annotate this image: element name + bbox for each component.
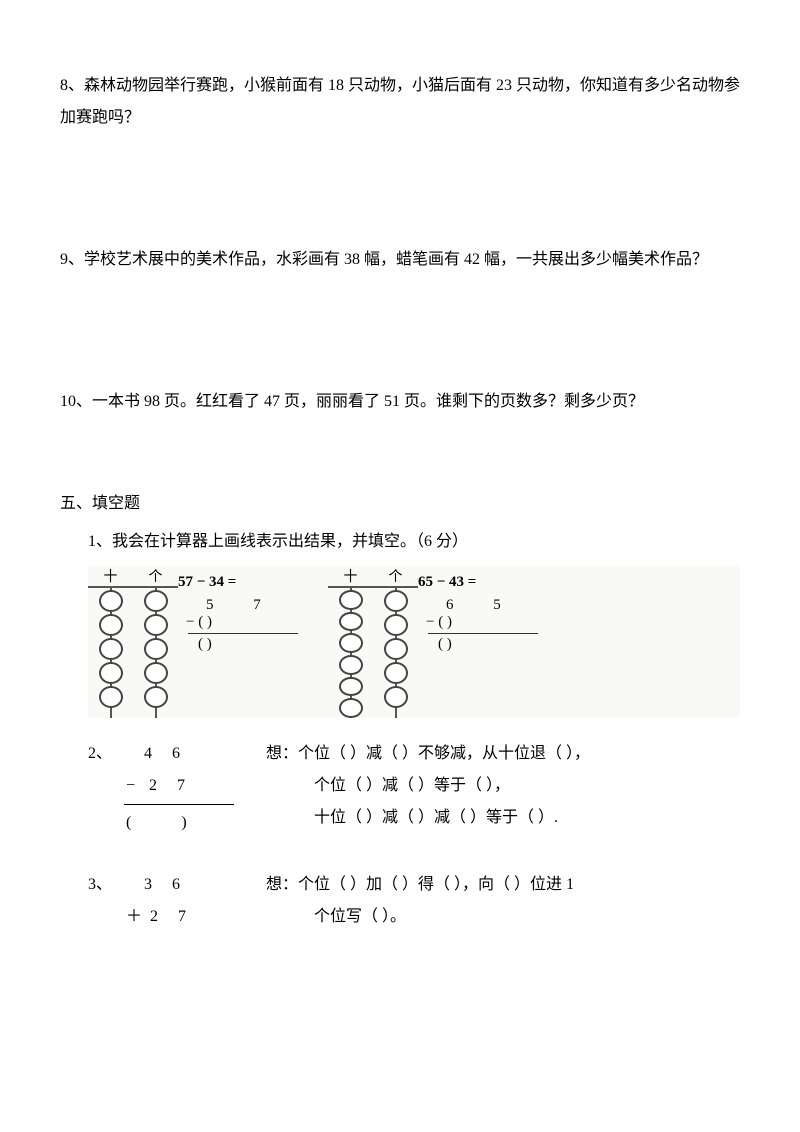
q3-think: 想：个位（ ）加（ ）得（ ），向（ ）位进 1 个位写（ ）。 <box>266 869 740 933</box>
abacus-right-tens-col <box>328 588 373 718</box>
abacus-left-cols <box>88 588 178 718</box>
colsub-left: 57 − 34 = 5 7 − ( ) ( ) <box>178 574 298 653</box>
abacus-right-block: 十 个 65 − 43 = 6 5 − ( ) ( ) <box>328 566 538 718</box>
worksheet-page: 8、森林动物园举行赛跑，小猴前面有 18 只动物，小猫后面有 23 只动物，你知… <box>0 0 800 973</box>
bead <box>144 638 168 660</box>
bead <box>144 614 168 636</box>
q2-think3: 十位（ ）减（ ）减（ ）等于（ ）. <box>266 802 740 834</box>
q2-think2: 个位（ ）减（ ）等于（ ）， <box>266 770 740 802</box>
bead <box>99 686 123 708</box>
question-10: 10、一本书 98 页。红红看了 47 页，丽丽看了 51 页。谁剩下的页数多？… <box>60 386 740 418</box>
colsub-left-sub: − ( ) <box>178 614 298 631</box>
question-9-text: 9、学校艺术展中的美术作品，水彩画有 38 幅，蜡笔画有 42 幅，一共展出多少… <box>60 251 708 268</box>
q2-think1: 想：个位（ ）减（ ）不够减，从十位退（ ）， <box>266 738 740 770</box>
bead <box>339 612 363 632</box>
colsub-left-eq: 57 − 34 = <box>178 574 298 591</box>
abacus-tens-label-r: 十 <box>328 566 373 586</box>
colsub-left-top: 5 7 <box>178 597 298 614</box>
q3-think2: 个位写（ ）。 <box>266 901 740 933</box>
bead <box>99 614 123 636</box>
q3-think1: 想：个位（ ）加（ ）得（ ），向（ ）位进 1 <box>266 869 740 901</box>
bead <box>99 662 123 684</box>
bead <box>144 662 168 684</box>
q2-label: 2、 <box>88 738 116 770</box>
bead <box>384 614 408 636</box>
question-9: 9、学校艺术展中的美术作品，水彩画有 38 幅，蜡笔画有 42 幅，一共展出多少… <box>60 244 740 276</box>
q3-top: 3 6 <box>116 869 266 901</box>
section-5-q1-text: 1、我会在计算器上画线表示出结果，并填空。（6 分） <box>88 533 468 550</box>
question-10-text: 10、一本书 98 页。红红看了 47 页，丽丽看了 51 页。谁剩下的页数多？… <box>60 393 644 410</box>
spacer <box>60 839 740 869</box>
bead <box>144 686 168 708</box>
colsub-left-res: ( ) <box>178 636 298 653</box>
abacus-right: 十 个 <box>328 566 418 718</box>
q2-res: ( ) <box>116 807 266 839</box>
q2-arith: 4 6 − 2 7 ( ) <box>116 738 266 839</box>
q2-hr <box>124 804 234 805</box>
bead <box>339 698 363 718</box>
abacus-right-header: 十 个 <box>328 566 418 588</box>
bead <box>339 677 363 697</box>
colsub-right-eq: 65 − 43 = <box>418 574 538 591</box>
abacus-left-block: 十 个 57 − 34 = 5 7 − ( ) ( ) <box>88 566 298 718</box>
bead <box>384 662 408 684</box>
abacus-right-cols <box>328 588 418 718</box>
colsub-right-top: 6 5 <box>418 597 538 614</box>
q3-label: 3、 <box>88 869 116 901</box>
abacus-right-ones-col <box>373 588 418 718</box>
colsub-right-res: ( ) <box>418 636 538 653</box>
abacus-tens-label: 十 <box>88 566 133 586</box>
q2-sub: − 2 7 <box>116 770 266 802</box>
bead <box>384 686 408 708</box>
section-5-title: 五、填空题 <box>60 488 740 520</box>
bead <box>99 638 123 660</box>
abacus-left: 十 个 <box>88 566 178 718</box>
q2-think: 想：个位（ ）减（ ）不够减，从十位退（ ）， 个位（ ）减（ ）等于（ ）， … <box>266 738 740 834</box>
section-5-q2: 2、 4 6 − 2 7 ( ) 想：个位（ ）减（ ）不够减，从十位退（ ），… <box>88 738 740 839</box>
bead <box>339 633 363 653</box>
bead <box>384 638 408 660</box>
q2-top: 4 6 <box>116 738 266 770</box>
bead <box>144 590 168 612</box>
bead <box>99 590 123 612</box>
bead <box>384 590 408 612</box>
q3-arith: 3 6 ＋ 2 7 <box>116 869 266 933</box>
abacus-left-header: 十 个 <box>88 566 178 588</box>
colsub-left-hr <box>188 633 298 634</box>
colsub-right: 65 − 43 = 6 5 − ( ) ( ) <box>418 574 538 653</box>
colsub-right-sub: − ( ) <box>418 614 538 631</box>
abacus-ones-label-r: 个 <box>373 566 418 586</box>
q3-sub: ＋ 2 7 <box>116 901 266 933</box>
abacus-ones-label: 个 <box>133 566 178 586</box>
colsub-right-hr <box>428 633 538 634</box>
question-8: 8、森林动物园举行赛跑，小猴前面有 18 只动物，小猫后面有 23 只动物，你知… <box>60 70 740 134</box>
question-8-text: 8、森林动物园举行赛跑，小猴前面有 18 只动物，小猫后面有 23 只动物，你知… <box>60 77 740 126</box>
section-5-q3: 3、 3 6 ＋ 2 7 想：个位（ ）加（ ）得（ ），向（ ）位进 1 个位… <box>88 869 740 933</box>
abacus-left-ones-col <box>133 588 178 718</box>
q1-figure-row: 十 个 57 − 34 = 5 7 − ( ) ( ) <box>88 566 740 718</box>
bead <box>339 590 363 610</box>
abacus-left-tens-col <box>88 588 133 718</box>
bead <box>339 655 363 675</box>
section-5-q1-intro: 1、我会在计算器上画线表示出结果，并填空。（6 分） <box>88 526 740 558</box>
section-5-title-text: 五、填空题 <box>60 495 140 512</box>
